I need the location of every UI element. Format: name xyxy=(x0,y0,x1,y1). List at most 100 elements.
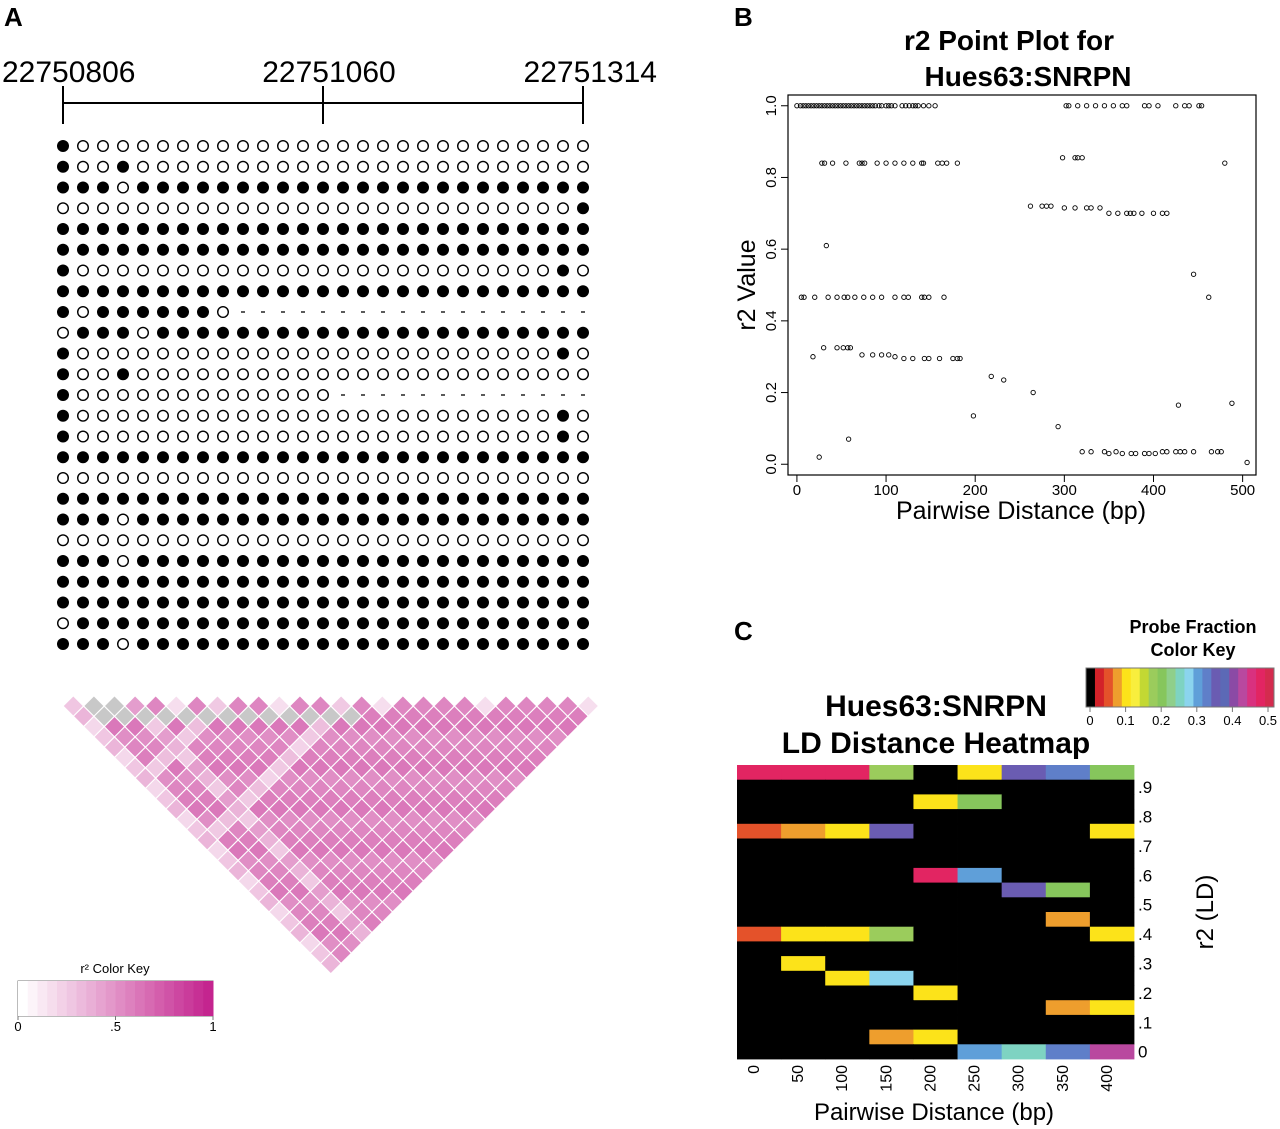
methylated-site-dot xyxy=(477,181,489,194)
heatmap-cell xyxy=(825,1014,870,1030)
r2-key-swatch xyxy=(193,981,204,1016)
probe-key-tick-label: 0.4 xyxy=(1223,713,1241,728)
unmethylated-site-dot xyxy=(236,202,249,215)
unmethylated-site-dot xyxy=(277,430,290,443)
methylated-site-dot xyxy=(77,223,89,235)
unmethylated-site-dot xyxy=(397,202,410,215)
data-point xyxy=(1079,155,1085,161)
data-point xyxy=(794,103,800,109)
data-point xyxy=(800,103,806,109)
data-point xyxy=(1072,205,1078,211)
methylated-site-dot xyxy=(437,638,449,650)
ld-cell xyxy=(475,717,495,737)
ld-cell xyxy=(125,737,145,757)
methylated-site-dot xyxy=(57,223,69,235)
unmethylated-site-dot xyxy=(457,368,470,381)
unmethylated-site-dot xyxy=(437,202,450,215)
methylated-site-dot xyxy=(397,285,409,298)
unmethylated-site-dot xyxy=(96,534,109,547)
data-point xyxy=(926,355,932,362)
heatmap-cell xyxy=(913,985,958,1001)
unmethylated-site-dot xyxy=(537,534,550,547)
unmethylated-site-dot xyxy=(196,368,209,381)
ld-cell xyxy=(321,789,341,809)
heatmap-cell xyxy=(1001,985,1047,1001)
unmethylated-site-dot xyxy=(76,347,89,360)
ld-cell xyxy=(197,809,217,829)
x-tick-label: 300 xyxy=(1011,1065,1028,1092)
data-point xyxy=(915,103,921,109)
unmethylated-site-dot xyxy=(277,389,290,402)
data-point xyxy=(883,103,889,109)
heatmap-cell xyxy=(781,912,826,928)
ld-cell xyxy=(311,820,330,840)
methylated-site-dot xyxy=(397,617,409,630)
ld-cell xyxy=(486,768,506,788)
data-point xyxy=(859,160,865,166)
heatmap-cell xyxy=(1001,1014,1047,1030)
unmethylated-site-dot xyxy=(477,264,490,277)
unmethylated-site-dot xyxy=(196,430,209,443)
methylated-site-dot xyxy=(157,306,169,318)
methylated-site-dot xyxy=(57,181,69,194)
methylated-site-dot xyxy=(517,181,529,194)
data-point xyxy=(988,373,994,380)
ld-cell xyxy=(269,696,289,716)
unmethylated-site-dot xyxy=(537,472,550,485)
ld-cell xyxy=(331,840,351,860)
methylated-site-dot xyxy=(577,596,589,609)
methylated-site-dot xyxy=(157,223,169,235)
ld-cell xyxy=(166,799,186,819)
unmethylated-site-dot xyxy=(517,347,530,360)
heatmap-cell xyxy=(781,897,826,913)
ld-cell xyxy=(321,706,341,726)
data-point xyxy=(919,160,925,166)
y-tick-label: 0.8 xyxy=(763,167,780,188)
heatmap-cell xyxy=(1045,912,1091,928)
heatmap-cell xyxy=(1045,882,1091,898)
unmethylated-site-dot xyxy=(236,347,249,360)
data-point xyxy=(1141,450,1148,457)
probe-key-title-line1: Probe Fraction xyxy=(1129,617,1256,637)
methylated-site-dot xyxy=(217,492,229,505)
methylated-site-dot xyxy=(337,285,349,298)
data-point xyxy=(862,103,868,109)
ld-cell xyxy=(238,830,258,850)
unmethylated-site-dot xyxy=(277,368,290,381)
methylated-site-dot xyxy=(297,181,309,194)
data-point xyxy=(910,355,916,362)
heatmap-cell xyxy=(1089,794,1135,810)
ld-cell xyxy=(187,778,207,798)
probe-key-swatch xyxy=(1094,668,1105,707)
ld-cell xyxy=(393,881,413,901)
methylated-site-dot xyxy=(217,555,229,567)
heatmap-cell xyxy=(737,1014,782,1030)
ld-cell xyxy=(444,748,464,767)
methylated-site-dot xyxy=(497,492,509,505)
ld-cell xyxy=(135,768,155,788)
methylated-site-dot xyxy=(317,326,329,339)
methylated-site-dot xyxy=(337,638,349,650)
methylated-site-dot xyxy=(497,513,509,526)
ld-cell xyxy=(341,933,361,953)
ld-cell xyxy=(383,851,403,870)
unmethylated-site-dot xyxy=(116,139,129,152)
data-point xyxy=(901,294,907,300)
ld-cell xyxy=(383,871,403,891)
ld-cell xyxy=(434,799,454,819)
unmethylated-site-dot xyxy=(57,534,70,547)
r2-key-swatch xyxy=(144,981,155,1016)
unmethylated-site-dot xyxy=(176,389,189,402)
ld-cell xyxy=(372,840,392,860)
ld-cell xyxy=(455,717,475,737)
heatmap-cell xyxy=(1089,1000,1135,1016)
data-point xyxy=(1075,155,1081,161)
methylated-site-dot xyxy=(297,285,309,298)
ld-cell xyxy=(166,758,186,778)
methylated-site-dot xyxy=(577,181,589,194)
unmethylated-site-dot xyxy=(397,472,410,485)
unmethylated-site-dot xyxy=(357,202,370,215)
data-point xyxy=(825,294,831,300)
data-point xyxy=(910,103,916,109)
heatmap-cell xyxy=(1089,1044,1135,1060)
